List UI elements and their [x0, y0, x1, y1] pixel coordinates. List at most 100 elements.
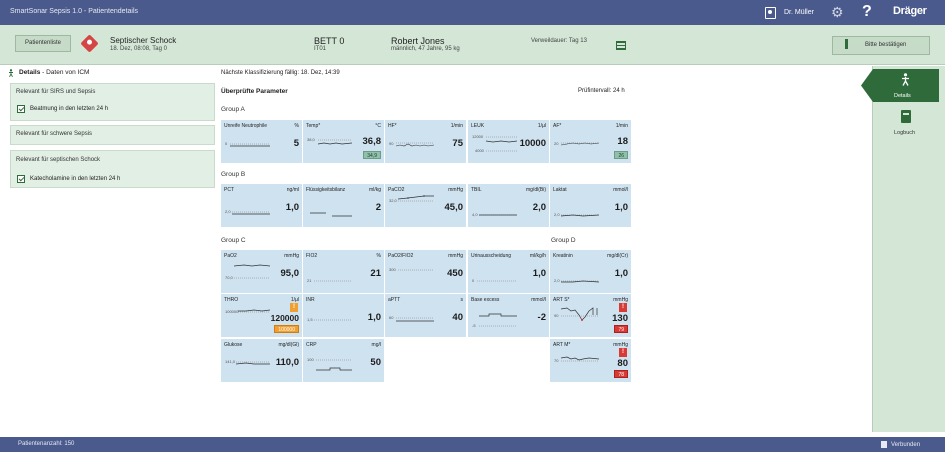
tile-thrombocytes[interactable]: THRO 1/µl ! 100000 120000 100000: [221, 294, 302, 337]
alert-icon: !: [619, 348, 627, 357]
svg-text:20: 20: [554, 141, 559, 146]
trend-sparkline: 100000: [225, 309, 271, 314]
tile-immature-neutrophils[interactable]: Unreife Neutrophile % 0 5: [221, 120, 302, 163]
checkbox-checked-icon: [17, 105, 25, 113]
tile-aptt[interactable]: aPTT s 60 40: [385, 294, 466, 337]
confirm-button-label: Bitte bestätigen: [865, 42, 907, 48]
svg-text:2,0: 2,0: [225, 209, 231, 214]
tile-bilirubin[interactable]: TBIL mg/dl(Bi) 4,0 2,0: [468, 184, 549, 227]
tile-glucose[interactable]: Glukose mg/dl(Gl) 141,0 110,0: [221, 339, 302, 382]
svg-text:100000: 100000: [225, 309, 239, 314]
length-of-stay: Verweildauer: Tag 13: [531, 38, 587, 44]
svg-text:300: 300: [389, 267, 396, 272]
bed-label: BETT 0: [314, 36, 345, 46]
svg-text:90: 90: [554, 313, 559, 318]
trend-sparkline: 2,0: [225, 209, 270, 215]
tab-logbook[interactable]: Logbuch: [873, 108, 939, 140]
patient-list-button[interactable]: Patientenliste: [15, 35, 71, 52]
alert-icon: !: [619, 303, 627, 312]
group-c-label: Group C: [221, 237, 246, 244]
trend-sparkline: 2,0: [554, 278, 600, 283]
tile-leukocytes[interactable]: LEUK 1/µl 12000 4000 10000: [468, 120, 549, 163]
diagnosis-time: 18. Dez, 08:08, Tag 0: [110, 46, 167, 52]
tile-paco2[interactable]: PaCO2 mmHg 32,0 45,0: [385, 184, 466, 227]
trend-sparkline: 32,0: [389, 195, 434, 203]
svg-text:0: 0: [472, 278, 475, 283]
check-interval: Prüfintervall: 24 h: [578, 88, 625, 94]
group-a-label: Group A: [221, 106, 245, 113]
tile-pao2[interactable]: PaO2 mmHg 70,0 95,0: [221, 250, 302, 293]
svg-text:32,0: 32,0: [389, 198, 398, 203]
trend-sparkline: 70: [554, 356, 600, 363]
tile-urine-output[interactable]: Urinausscheidung ml/kg/h 0 1,0: [468, 250, 549, 293]
tile-fio2[interactable]: FIO2 % 21 21: [303, 250, 384, 293]
list-item: Katecholamine in den letzten 24 h: [17, 175, 120, 183]
trend-sparkline: 300: [389, 267, 434, 272]
exclamation-icon: [845, 39, 848, 51]
tile-art-systolic[interactable]: ART S* mmHg ! 90 130 79: [550, 294, 631, 337]
trend-sparkline: 90: [554, 307, 599, 321]
tile-creatinine[interactable]: Kreatinin mg/dl(Cr) 2,0 1,0: [550, 250, 631, 293]
group-title: Relevant für septischen Schock: [16, 157, 101, 163]
svg-text:21: 21: [307, 278, 312, 283]
svg-text:70: 70: [554, 358, 559, 363]
confirm-button[interactable]: Bitte bestätigen: [832, 36, 930, 55]
tile-respiratory-rate[interactable]: AF* 1/min 20 18 26: [550, 120, 631, 163]
tile-pct[interactable]: PCT ng/ml 2,0 1,0: [221, 184, 302, 227]
group-septic-shock: Relevant für septischen Schock Katechola…: [10, 150, 215, 188]
tile-inr[interactable]: INR 1,5 1,0: [303, 294, 384, 337]
tile-fluid-balance[interactable]: Flüssigkeitsbilanz ml/kg 2: [303, 184, 384, 227]
main-content: Nächste Klassifizierung fällig: 18. Dez,…: [221, 66, 641, 432]
checked-parameters-heading: Überprüfte Parameter: [221, 88, 288, 95]
diagnosis-title: Septischer Schock: [110, 36, 177, 45]
user-icon: [765, 6, 776, 19]
status-bar: Patientenanzahl: 150 Verbunden: [0, 437, 945, 452]
notes-icon[interactable]: [616, 41, 626, 50]
server-icon: [881, 441, 887, 448]
patient-name: Robert Jones: [391, 36, 445, 46]
threshold-badge: 78: [614, 370, 628, 378]
group-sirs-sepsis: Relevant für SIRS und Sepsis Beatmung in…: [10, 83, 215, 121]
svg-text:12000: 12000: [472, 134, 484, 139]
patient-header: Patientenliste Septischer Schock 18. Dez…: [0, 25, 945, 65]
tab-details-label: Details: [894, 93, 911, 99]
group-d-label: Group D: [551, 237, 576, 244]
svg-text:2,0: 2,0: [554, 212, 560, 217]
trend-sparkline: 100: [307, 357, 352, 371]
panel-title: Details - Daten von ICM: [19, 69, 90, 76]
tab-logbook-label: Logbuch: [894, 130, 916, 136]
trend-sparkline: 1,5: [307, 317, 352, 322]
tile-temperature[interactable]: Temp* °C 38,0 36,8 34,9: [303, 120, 384, 163]
threshold-badge: 79: [614, 325, 628, 333]
tile-heart-rate[interactable]: HF* 1/min 90 75: [385, 120, 466, 163]
help-icon[interactable]: ?: [862, 3, 872, 20]
tile-art-mean[interactable]: ART M* mmHg ! 70 80 78: [550, 339, 631, 382]
svg-text:-5: -5: [472, 323, 476, 327]
trend-sparkline: 0: [225, 141, 270, 147]
group-title: Relevant für SIRS und Sepsis: [16, 89, 96, 95]
tile-pao2-fio2-ratio[interactable]: PaO2/FIO2 mmHg 300 450: [385, 250, 466, 293]
unit-label: IT01: [314, 46, 327, 52]
details-panel: Details - Daten von ICM Relevant für SIR…: [8, 66, 215, 432]
tile-crp[interactable]: CRP mg/l 100 50: [303, 339, 384, 382]
trend-sparkline: 20: [554, 141, 600, 146]
trend-sparkline: 2,0: [554, 212, 600, 217]
threshold-badge: 26: [614, 151, 628, 159]
trend-sparkline: 141,0: [225, 359, 270, 365]
svg-text:141,0: 141,0: [225, 359, 236, 364]
trend-sparkline: -5: [472, 313, 517, 327]
tab-details[interactable]: Details: [861, 69, 939, 102]
svg-text:90: 90: [389, 141, 394, 146]
tile-base-excess[interactable]: Base excess mmol/l -5 -2: [468, 294, 549, 337]
tile-lactate[interactable]: Laktat mmol/l 2,0 1,0: [550, 184, 631, 227]
trend-sparkline: 60: [389, 315, 434, 322]
septic-shock-icon: [80, 34, 99, 53]
list-item: Beatmung in den letzten 24 h: [17, 105, 108, 113]
patient-info: männlich, 47 Jahre, 95 kg: [391, 46, 460, 52]
group-severe-sepsis: Relevant für schwere Sepsis: [10, 125, 215, 145]
warning-icon: !: [290, 303, 298, 312]
gear-icon[interactable]: ⚙: [831, 4, 844, 20]
user-menu[interactable]: Dr. Müller: [757, 0, 823, 25]
threshold-badge: 100000: [274, 325, 299, 333]
